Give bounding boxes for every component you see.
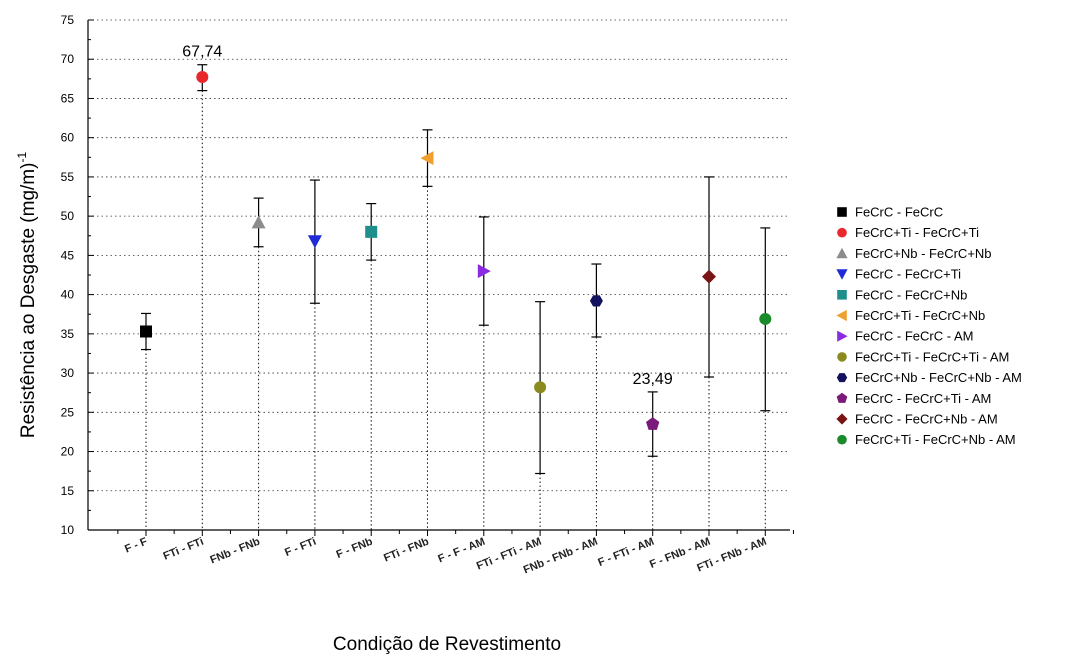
data-point-pentagon <box>646 417 660 430</box>
axes <box>87 20 790 531</box>
data-point-triangle-left <box>420 151 434 166</box>
legend-label: FeCrC - FeCrC+Ti <box>855 267 961 282</box>
y-tick-label: 70 <box>61 52 75 66</box>
x-axis-categories: F - F FTi - FTi FNb - FNb F - FTi F - FNb FTi… <box>117 530 794 576</box>
legend-label: FeCrC - FeCrC+Nb <box>855 287 967 302</box>
x-tick-label: FTi - FTi <box>162 536 206 563</box>
y-tick-label: 55 <box>61 170 75 184</box>
legend-marker <box>837 352 847 362</box>
legend-item: FeCrC+Ti - FeCrC+Nb <box>836 308 985 323</box>
legend-label: FeCrC+Ti - FeCrC+Ti - AM <box>855 349 1009 364</box>
y-tick-label: 15 <box>61 484 75 498</box>
legend-marker <box>836 269 848 280</box>
data-point-hexagon <box>836 373 848 383</box>
data-point-circle <box>837 434 847 445</box>
y-axis-title-superscript: -1 <box>15 152 29 163</box>
legend-item: FeCrC - FeCrC+Nb - AM <box>836 412 998 427</box>
y-tick-label: 25 <box>61 405 75 419</box>
legend-item: FeCrC - FeCrC+Ti <box>836 267 961 282</box>
legend-label: FeCrC - FeCrC+Ti - AM <box>855 391 991 406</box>
legend-item: FeCrC+Ti - FeCrC+Ti - AM <box>837 349 1009 364</box>
data-point-square <box>140 325 152 338</box>
data-point-triangle-right <box>477 264 491 279</box>
data-point-circle <box>837 352 847 362</box>
data-point-square <box>837 207 847 217</box>
legend-label: FeCrC - FeCrC - AM <box>855 329 973 344</box>
y-tick-label: 20 <box>61 445 75 459</box>
data-point-circle <box>534 381 547 394</box>
y-tick-label: 10 <box>61 523 75 537</box>
legend-item: FeCrC - FeCrC+Nb <box>837 287 967 302</box>
annotations: 67,74 23,49 <box>182 44 673 388</box>
y-axis-title-main: Resistência ao Desgaste (mg/m) <box>18 163 39 439</box>
x-tick-label: F - FTi - AM <box>596 536 655 569</box>
y-axis-title: Resistência ao Desgaste (mg/m)-1 <box>15 152 39 439</box>
data-point-hexagon <box>589 295 603 307</box>
y-tick-label: 45 <box>61 248 75 262</box>
legend-marker <box>836 413 848 425</box>
x-axis-title: Condição de Revestimento <box>333 634 561 655</box>
y-tick-label: 65 <box>61 91 75 105</box>
legend-item: FeCrC - FeCrC+Ti - AM <box>836 391 991 406</box>
y-tick-label: 30 <box>61 366 75 380</box>
data-point-circle <box>196 70 209 83</box>
data-point-diamond <box>836 413 848 425</box>
x-tick-label: F - FTi <box>283 536 318 559</box>
value-annotation: 67,74 <box>182 44 222 61</box>
x-tick-label: FNb - FNb <box>209 536 262 567</box>
data-point-pentagon <box>836 392 848 403</box>
legend-label: FeCrC+Ti - FeCrC+Nb <box>855 308 985 323</box>
legend-marker <box>837 290 847 300</box>
y-tick-label: 60 <box>61 131 75 145</box>
data-point-triangle-down <box>836 269 848 280</box>
data-point-circle <box>759 312 772 325</box>
drop-lines <box>145 90 766 530</box>
legend-item: FeCrC - FeCrC - AM <box>837 329 973 344</box>
legend-label: FeCrC+Ti - FeCrC+Ti <box>855 225 979 240</box>
legend-marker <box>837 207 847 217</box>
legend-marker <box>837 434 847 445</box>
y-tick-label: 50 <box>61 209 75 223</box>
legend-item: FeCrC+Nb - FeCrC+Nb - AM <box>836 370 1022 385</box>
y-tick-label: 35 <box>61 327 75 341</box>
grid <box>88 19 790 492</box>
data-point-square <box>365 225 378 238</box>
legend-label: FeCrC+Nb - FeCrC+Nb - AM <box>855 370 1022 385</box>
error-bars <box>141 64 771 475</box>
legend-marker <box>836 309 847 322</box>
value-annotation: 23,49 <box>633 371 673 388</box>
y-tick-label: 75 <box>61 13 75 27</box>
data-point-triangle-right <box>837 330 848 342</box>
legend: FeCrC - FeCrC FeCrC+Ti - FeCrC+Ti FeCrC+Nb… <box>836 205 1022 447</box>
data-point-triangle-up <box>836 247 848 259</box>
y-axis-ticks: 10 15 20 25 30 35 40 45 50 55 60 65 70 75 <box>61 13 94 537</box>
legend-item: FeCrC+Ti - FeCrC+Nb - AM <box>837 432 1016 447</box>
legend-label: FeCrC - FeCrC+Nb - AM <box>855 412 998 427</box>
x-tick-label: F - F <box>123 536 149 556</box>
data-point-square <box>837 290 847 300</box>
legend-label: FeCrC+Ti - FeCrC+Nb - AM <box>855 432 1016 447</box>
legend-marker <box>837 227 847 238</box>
data-points <box>140 70 772 430</box>
legend-marker <box>836 373 848 383</box>
legend-item: FeCrC+Ti - FeCrC+Ti <box>837 225 979 240</box>
legend-item: FeCrC - FeCrC <box>837 205 943 220</box>
data-point-diamond <box>702 269 716 284</box>
legend-marker <box>836 247 848 259</box>
legend-label: FeCrC+Nb - FeCrC+Nb <box>855 246 992 261</box>
legend-item: FeCrC+Nb - FeCrC+Nb <box>836 246 992 261</box>
legend-marker <box>837 330 848 342</box>
y-tick-label: 40 <box>61 288 75 302</box>
data-point-triangle-down <box>307 235 322 249</box>
legend-marker <box>836 392 848 403</box>
legend-label: FeCrC - FeCrC <box>855 205 943 220</box>
data-point-triangle-left <box>836 309 847 322</box>
data-point-circle <box>837 227 847 238</box>
data-point-triangle-up <box>251 215 266 229</box>
x-tick-label: FTi - FNb <box>382 536 431 565</box>
x-tick-label: F - FNb <box>335 536 375 561</box>
